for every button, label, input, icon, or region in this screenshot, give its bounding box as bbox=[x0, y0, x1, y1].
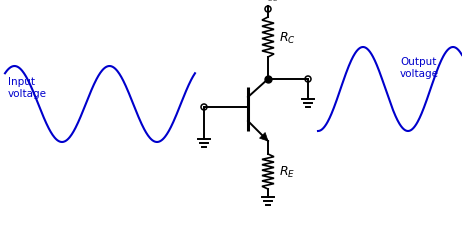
Text: $R_E$: $R_E$ bbox=[279, 164, 295, 179]
Text: $+V_{CC}$: $+V_{CC}$ bbox=[254, 0, 278, 4]
Text: $R_C$: $R_C$ bbox=[279, 30, 296, 45]
Text: Input
voltage: Input voltage bbox=[8, 77, 47, 98]
Polygon shape bbox=[260, 133, 268, 141]
Text: Output
voltage: Output voltage bbox=[400, 57, 439, 79]
